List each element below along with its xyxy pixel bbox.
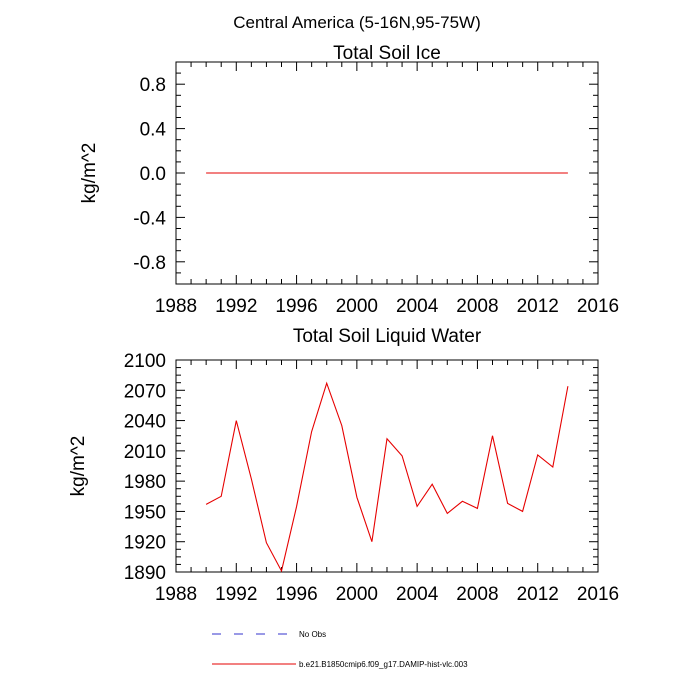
y-tick-label: 0.8 bbox=[140, 75, 166, 96]
y-tick-label: 0.4 bbox=[140, 120, 167, 141]
y-axis-label: kg/m^2 bbox=[79, 143, 100, 204]
x-tick-label: 2012 bbox=[517, 296, 559, 317]
panel-total-soil-liquid-water: Total Soil Liquid Water 1988 1992 1996 2000 2… bbox=[68, 326, 619, 605]
x-tick-label: 1996 bbox=[275, 296, 317, 317]
x-tick-label: 2016 bbox=[577, 584, 619, 605]
legend-label: No Obs bbox=[299, 630, 326, 639]
y-tick-label: 2040 bbox=[124, 412, 166, 433]
y-tick-label: -0.8 bbox=[133, 253, 166, 274]
y-tick-label: 1920 bbox=[124, 533, 166, 554]
y-tick-label: 1980 bbox=[124, 472, 166, 493]
x-tick-label: 2008 bbox=[456, 584, 498, 605]
x-tick-label: 1996 bbox=[275, 584, 317, 605]
figure-title: Central America (5-16N,95-75W) bbox=[233, 13, 481, 32]
y-tick-label: 2100 bbox=[124, 351, 166, 372]
series-line bbox=[205, 381, 569, 573]
x-tick-label: 1988 bbox=[155, 296, 197, 317]
panel-title: Total Soil Liquid Water bbox=[293, 326, 482, 347]
x-tick-label: 2000 bbox=[336, 584, 378, 605]
y-axis-label: kg/m^2 bbox=[68, 436, 89, 497]
y-tick-label: 1890 bbox=[124, 563, 166, 584]
x-tick-label: 2012 bbox=[517, 584, 559, 605]
x-tick-label: 1992 bbox=[215, 296, 257, 317]
x-tick-label: 1988 bbox=[155, 584, 197, 605]
y-tick-label: 0.0 bbox=[140, 164, 166, 185]
legend: No Obs b.e21.B1850cmip6.f09_g17.DAMIP-his… bbox=[212, 630, 468, 669]
panel-title: Total Soil Ice bbox=[333, 43, 441, 64]
legend-label: b.e21.B1850cmip6.f09_g17.DAMIP-hist-vlc.… bbox=[299, 660, 468, 669]
x-tick-label: 2004 bbox=[396, 296, 439, 317]
panel-total-soil-ice: Total Soil Ice 1988 1992 1996 2000 2004 2008 20… bbox=[79, 43, 619, 317]
x-tick-label: 2004 bbox=[396, 584, 439, 605]
x-tick-label: 1992 bbox=[215, 584, 257, 605]
y-tick-label: -0.4 bbox=[133, 208, 166, 229]
x-tick-label: 2008 bbox=[456, 296, 498, 317]
x-tick-label: 2016 bbox=[577, 296, 619, 317]
y-tick-label: 2070 bbox=[124, 381, 166, 402]
x-tick-label: 2000 bbox=[336, 296, 378, 317]
y-tick-label: 1950 bbox=[124, 502, 166, 523]
y-tick-label: 2010 bbox=[124, 442, 166, 463]
